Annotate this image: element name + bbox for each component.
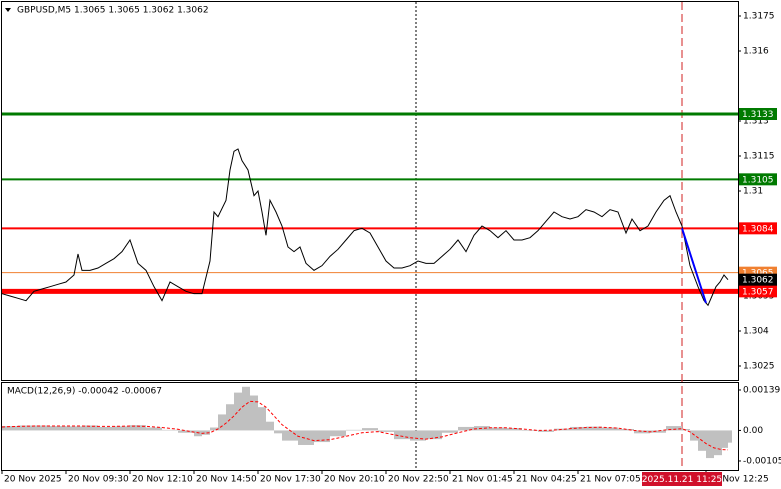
level-price-box [739, 285, 777, 298]
histogram-bar [250, 395, 258, 431]
histogram-bar [570, 426, 586, 431]
cursor-time-box [642, 472, 722, 486]
histogram-bar [18, 425, 34, 431]
x-tick-label: 21 Nov 04:25 [516, 475, 577, 485]
histogram-bar [394, 430, 410, 440]
y-tick-label: 1.3175 [743, 12, 775, 22]
histogram-bar [202, 430, 210, 435]
histogram-bar [458, 426, 474, 431]
x-tick-label: 20 Nov 17:30 [260, 475, 321, 485]
x-tick-label: 20 Nov 20:10 [324, 475, 385, 485]
macd-title: MACD(12,26,9) -0.00042 -0.00067 [7, 387, 162, 397]
histogram-bar [114, 426, 130, 431]
histogram-bar [282, 430, 298, 441]
y-tick-label: 0.00 [743, 426, 763, 436]
trend-line [681, 228, 707, 304]
histogram-bar [442, 430, 458, 433]
chart-title: GBPUSD,M5 1.3065 1.3065 1.3062 1.3062 [17, 6, 209, 16]
histogram-bar [34, 425, 50, 431]
histogram-bar [274, 430, 282, 434]
histogram-bar [506, 428, 522, 431]
histogram-bar [410, 430, 426, 441]
histogram-bar [722, 430, 728, 448]
histogram-bar [714, 430, 722, 456]
level-price-label: 1.3062 [742, 276, 774, 286]
x-tick-label: 21 Nov 12:25 [708, 475, 769, 485]
histogram-bar [226, 404, 234, 431]
x-tick-label: 20 Nov 2025 [4, 475, 62, 485]
histogram-bar [298, 430, 314, 445]
level-price-label: 1.3057 [742, 287, 774, 297]
y-tick-label: 1.31 [743, 187, 763, 197]
y-tick-label: 1.304 [743, 327, 769, 337]
histogram-bar [538, 430, 554, 432]
histogram-bar [258, 407, 266, 431]
y-tick-label: 0.00139 [743, 385, 780, 395]
collapse-icon [5, 8, 11, 12]
histogram-bar [522, 430, 538, 432]
histogram-bar [426, 430, 442, 440]
y-tick-label: 1.316 [743, 47, 769, 57]
histogram-bar [586, 426, 602, 431]
histogram-bar [706, 430, 714, 459]
level-price-label: 1.3105 [742, 175, 774, 185]
y-tick-label: 1.3115 [743, 152, 775, 162]
histogram-bar [2, 426, 18, 431]
histogram-bar [234, 392, 242, 431]
histogram-bar [634, 430, 650, 434]
histogram-bar [162, 429, 178, 431]
histogram-bar [98, 426, 114, 431]
price-line [1, 148, 729, 307]
histogram-bar [690, 430, 698, 441]
histogram-bar [650, 430, 666, 433]
level-price-label: 1.3133 [742, 110, 774, 120]
histogram-bar [178, 430, 194, 433]
x-tick-label: 20 Nov 09:30 [68, 475, 129, 485]
histogram-bar [378, 430, 394, 432]
histogram-bar [50, 426, 66, 431]
y-tick-label: -0.00105 [743, 456, 781, 466]
macd-panel-frame [1, 382, 739, 471]
histogram-bar [146, 427, 162, 431]
x-tick-label: 20 Nov 14:50 [196, 475, 257, 485]
histogram-bar [490, 427, 506, 431]
y-tick-label: 1.3025 [743, 362, 775, 372]
histogram-bar [130, 425, 146, 431]
y-tick-label: 1.313 [743, 117, 769, 127]
x-tick-label: 20 Nov 12:10 [132, 475, 193, 485]
histogram-bar [266, 421, 274, 431]
histogram-bar [602, 427, 618, 431]
histogram-bar [682, 428, 690, 431]
x-tick-label: 21 Nov 07:05 [580, 475, 641, 485]
signal-line [1, 400, 729, 451]
histogram-bar [66, 426, 82, 431]
histogram-bar [474, 426, 490, 431]
histogram-bar [554, 428, 570, 431]
level-price-box [739, 173, 777, 186]
level-price-box [739, 222, 777, 235]
cursor-time-label: 2025.11.21 11:25 [642, 475, 722, 485]
histogram-bar [362, 428, 378, 431]
level-price-box [739, 273, 777, 286]
histogram-bar [242, 386, 250, 431]
histogram-bar [314, 430, 330, 443]
histogram-bar [218, 414, 226, 431]
histogram-bar [82, 425, 98, 431]
level-price-label: 1.3084 [742, 224, 774, 234]
histogram-bar [210, 427, 218, 431]
histogram-bar [728, 430, 732, 443]
histogram-bar [666, 426, 682, 431]
x-tick-label: 20 Nov 22:50 [388, 475, 449, 485]
level-price-box [739, 108, 777, 120]
x-tick-label: 21 Nov 01:45 [452, 475, 513, 485]
histogram-bar [330, 430, 346, 437]
histogram-bar [346, 429, 362, 431]
histogram-bar [194, 430, 202, 437]
